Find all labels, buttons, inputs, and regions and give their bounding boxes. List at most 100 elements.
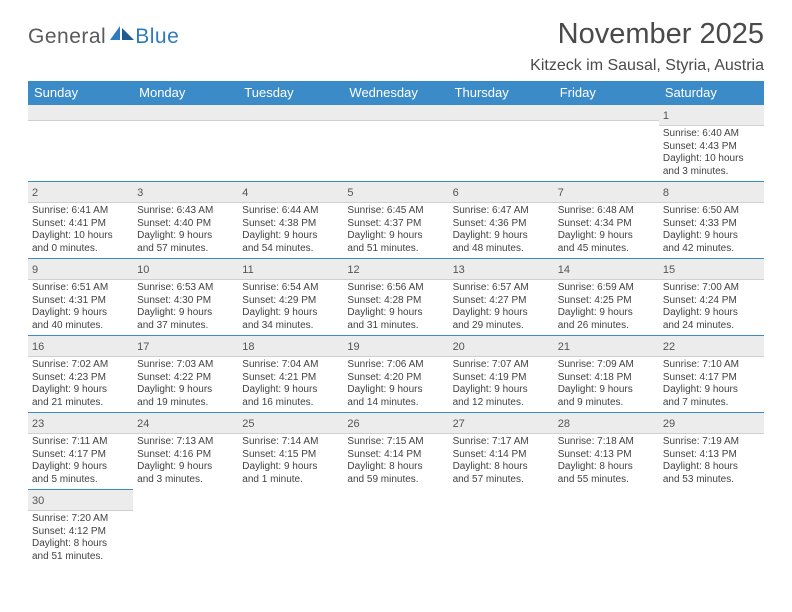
daylight-text: Daylight: 9 hours bbox=[242, 384, 339, 397]
daylight-text: and 57 minutes. bbox=[137, 243, 234, 256]
sunset-text: Sunset: 4:37 PM bbox=[347, 218, 444, 231]
daylight-text: Daylight: 9 hours bbox=[453, 384, 550, 397]
daylight-text: Daylight: 9 hours bbox=[347, 307, 444, 320]
weekday-header: Thursday bbox=[449, 81, 554, 105]
day-entries: Sunrise: 7:19 AMSunset: 4:13 PMDaylight:… bbox=[659, 434, 764, 489]
sunrise-text: Sunrise: 6:43 AM bbox=[137, 205, 234, 218]
sunrise-text: Sunrise: 7:11 AM bbox=[32, 436, 129, 449]
sunrise-text: Sunrise: 6:54 AM bbox=[242, 282, 339, 295]
daylight-text: and 37 minutes. bbox=[137, 320, 234, 333]
weekday-header: Tuesday bbox=[238, 81, 343, 105]
daylight-text: Daylight: 10 hours bbox=[32, 230, 129, 243]
daylight-text: and 5 minutes. bbox=[32, 474, 129, 487]
daylight-text: and 55 minutes. bbox=[558, 474, 655, 487]
day-number: 10 bbox=[137, 264, 149, 276]
calendar-cell: 1Sunrise: 6:40 AMSunset: 4:43 PMDaylight… bbox=[659, 105, 764, 182]
calendar-cell: 20Sunrise: 7:07 AMSunset: 4:19 PMDayligh… bbox=[449, 336, 554, 413]
daylight-text: Daylight: 9 hours bbox=[137, 461, 234, 474]
day-number-bar: 26 bbox=[343, 413, 448, 434]
day-number: 20 bbox=[453, 341, 465, 353]
weekday-header: Sunday bbox=[28, 81, 133, 105]
logo-text-general: General bbox=[28, 25, 106, 49]
sunset-text: Sunset: 4:13 PM bbox=[558, 449, 655, 462]
daylight-text: and 9 minutes. bbox=[558, 397, 655, 410]
daylight-text: and 24 minutes. bbox=[663, 320, 760, 333]
sunset-text: Sunset: 4:15 PM bbox=[242, 449, 339, 462]
daylight-text: Daylight: 9 hours bbox=[347, 230, 444, 243]
day-number: 5 bbox=[347, 187, 353, 199]
calendar-cell bbox=[238, 490, 343, 567]
sunset-text: Sunset: 4:17 PM bbox=[32, 449, 129, 462]
day-number: 27 bbox=[453, 418, 465, 430]
day-entries: Sunrise: 6:50 AMSunset: 4:33 PMDaylight:… bbox=[659, 203, 764, 258]
day-number-bar: 8 bbox=[659, 182, 764, 203]
sunrise-text: Sunrise: 6:45 AM bbox=[347, 205, 444, 218]
sunrise-text: Sunrise: 7:13 AM bbox=[137, 436, 234, 449]
calendar-cell: 21Sunrise: 7:09 AMSunset: 4:18 PMDayligh… bbox=[554, 336, 659, 413]
sunrise-text: Sunrise: 6:57 AM bbox=[453, 282, 550, 295]
day-entries: Sunrise: 6:53 AMSunset: 4:30 PMDaylight:… bbox=[133, 280, 238, 335]
weekday-header: Friday bbox=[554, 81, 659, 105]
calendar-week-row: 1Sunrise: 6:40 AMSunset: 4:43 PMDaylight… bbox=[28, 105, 764, 182]
calendar-cell bbox=[554, 105, 659, 182]
sunrise-text: Sunrise: 7:19 AM bbox=[663, 436, 760, 449]
daylight-text: and 19 minutes. bbox=[137, 397, 234, 410]
daylight-text: Daylight: 9 hours bbox=[347, 384, 444, 397]
day-entries: Sunrise: 7:09 AMSunset: 4:18 PMDaylight:… bbox=[554, 357, 659, 412]
day-number-bar: 19 bbox=[343, 336, 448, 357]
calendar-cell: 14Sunrise: 6:59 AMSunset: 4:25 PMDayligh… bbox=[554, 259, 659, 336]
daylight-text: Daylight: 9 hours bbox=[242, 461, 339, 474]
daylight-text: Daylight: 8 hours bbox=[453, 461, 550, 474]
sunset-text: Sunset: 4:43 PM bbox=[663, 141, 760, 154]
day-entries: Sunrise: 6:54 AMSunset: 4:29 PMDaylight:… bbox=[238, 280, 343, 335]
calendar-cell: 2Sunrise: 6:41 AMSunset: 4:41 PMDaylight… bbox=[28, 182, 133, 259]
sunset-text: Sunset: 4:31 PM bbox=[32, 295, 129, 308]
calendar-cell: 12Sunrise: 6:56 AMSunset: 4:28 PMDayligh… bbox=[343, 259, 448, 336]
sunset-text: Sunset: 4:38 PM bbox=[242, 218, 339, 231]
calendar-cell: 3Sunrise: 6:43 AMSunset: 4:40 PMDaylight… bbox=[133, 182, 238, 259]
calendar-cell bbox=[133, 490, 238, 567]
sunset-text: Sunset: 4:22 PM bbox=[137, 372, 234, 385]
calendar-cell: 4 Sunrise: 6:44 AMSunset: 4:38 PMDaylight… bbox=[238, 182, 343, 259]
day-number: 22 bbox=[663, 341, 675, 353]
daylight-text: and 59 minutes. bbox=[347, 474, 444, 487]
calendar-week-row: 16Sunrise: 7:02 AMSunset: 4:23 PMDayligh… bbox=[28, 336, 764, 413]
day-number: 4 bbox=[242, 187, 248, 199]
calendar-cell: 25Sunrise: 7:14 AMSunset: 4:15 PMDayligh… bbox=[238, 413, 343, 490]
day-number-bar: 24 bbox=[133, 413, 238, 434]
daylight-text: and 51 minutes. bbox=[347, 243, 444, 256]
daylight-text: Daylight: 9 hours bbox=[32, 307, 129, 320]
sunrise-text: Sunrise: 6:51 AM bbox=[32, 282, 129, 295]
sunset-text: Sunset: 4:18 PM bbox=[558, 372, 655, 385]
day-entries: Sunrise: 7:15 AMSunset: 4:14 PMDaylight:… bbox=[343, 434, 448, 489]
empty-day-bar bbox=[554, 105, 659, 121]
daylight-text: and 31 minutes. bbox=[347, 320, 444, 333]
day-number: 6 bbox=[453, 187, 459, 199]
day-entries: Sunrise: 7:02 AMSunset: 4:23 PMDaylight:… bbox=[28, 357, 133, 412]
sunset-text: Sunset: 4:14 PM bbox=[347, 449, 444, 462]
day-number-bar: 10 bbox=[133, 259, 238, 280]
day-entries: Sunrise: 6:47 AMSunset: 4:36 PMDaylight:… bbox=[449, 203, 554, 258]
calendar-cell: 16Sunrise: 7:02 AMSunset: 4:23 PMDayligh… bbox=[28, 336, 133, 413]
day-number: 26 bbox=[347, 418, 359, 430]
empty-day-bar bbox=[133, 105, 238, 121]
day-number-bar: 11 bbox=[238, 259, 343, 280]
daylight-text: and 3 minutes. bbox=[137, 474, 234, 487]
daylight-text: and 40 minutes. bbox=[32, 320, 129, 333]
daylight-text: Daylight: 9 hours bbox=[137, 307, 234, 320]
calendar-cell: 9Sunrise: 6:51 AMSunset: 4:31 PMDaylight… bbox=[28, 259, 133, 336]
sunrise-text: Sunrise: 7:15 AM bbox=[347, 436, 444, 449]
day-entries: Sunrise: 6:41 AMSunset: 4:41 PMDaylight:… bbox=[28, 203, 133, 258]
calendar-cell: 18Sunrise: 7:04 AMSunset: 4:21 PMDayligh… bbox=[238, 336, 343, 413]
day-entries: Sunrise: 6:44 AMSunset: 4:38 PMDaylight:… bbox=[238, 203, 343, 258]
day-number: 7 bbox=[558, 187, 564, 199]
day-number: 8 bbox=[663, 187, 669, 199]
calendar-cell: 28Sunrise: 7:18 AMSunset: 4:13 PMDayligh… bbox=[554, 413, 659, 490]
sunrise-text: Sunrise: 7:18 AM bbox=[558, 436, 655, 449]
daylight-text: and 12 minutes. bbox=[453, 397, 550, 410]
calendar-week-row: 2Sunrise: 6:41 AMSunset: 4:41 PMDaylight… bbox=[28, 182, 764, 259]
calendar-cell: 15Sunrise: 7:00 AMSunset: 4:24 PMDayligh… bbox=[659, 259, 764, 336]
daylight-text: and 34 minutes. bbox=[242, 320, 339, 333]
daylight-text: Daylight: 9 hours bbox=[453, 230, 550, 243]
daylight-text: Daylight: 9 hours bbox=[32, 384, 129, 397]
